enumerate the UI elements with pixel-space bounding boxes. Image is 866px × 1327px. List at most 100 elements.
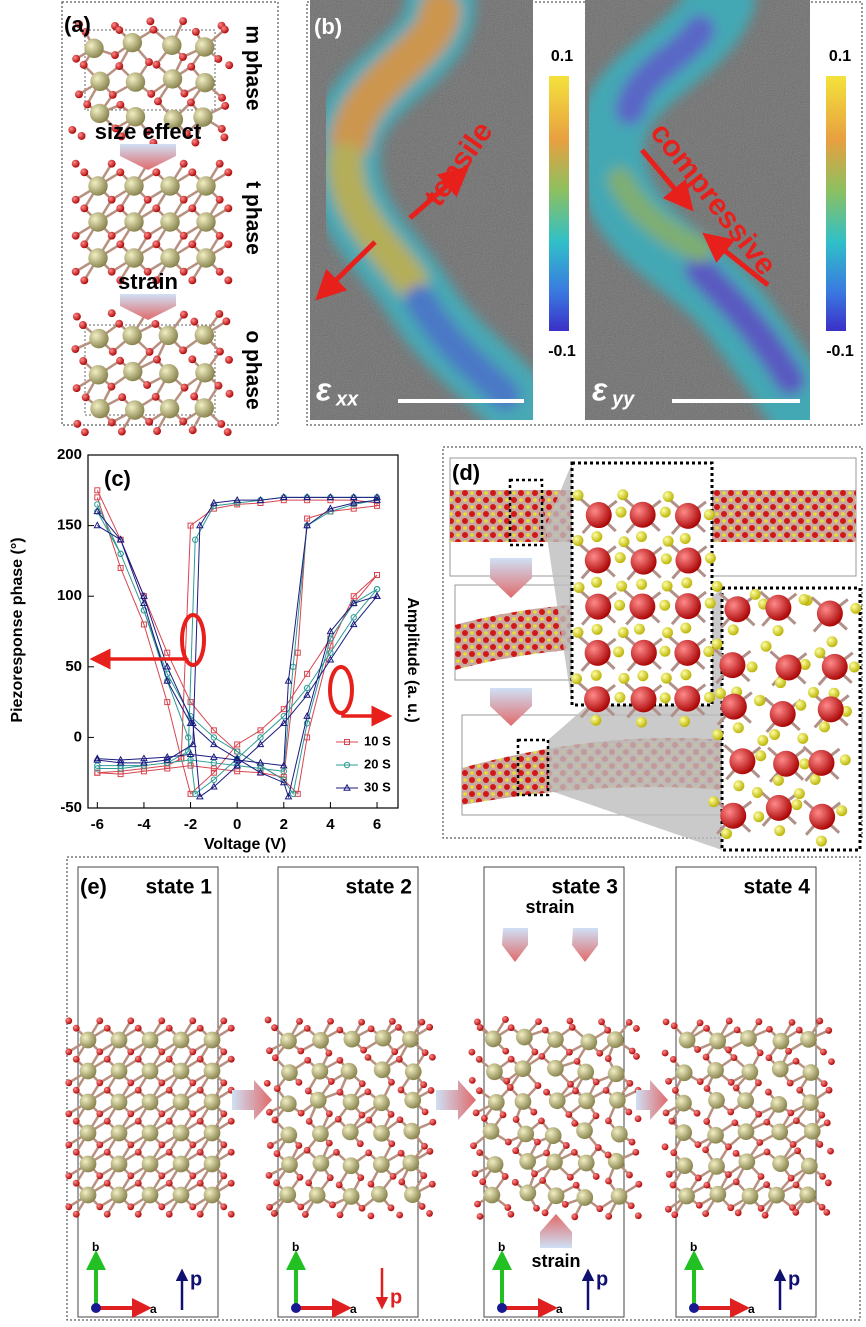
oxygen-atom [732,1149,740,1157]
metal-atom [768,1186,785,1204]
oxygen-atom [733,1026,741,1034]
oxygen-atom [506,1084,514,1091]
oxygen-atom [72,384,81,393]
oxygen-atom [571,673,583,685]
oxygen-atom [108,90,117,99]
oxygen-atom [107,267,116,276]
oxygen-atom [388,1078,395,1086]
oxygen-atom [566,1173,574,1181]
data-point [117,550,124,558]
metal-atom [607,1065,625,1083]
oxygen-atom [827,1147,834,1155]
amplitude-line [96,490,378,795]
oxygen-atom [772,625,784,637]
data-point [185,734,192,741]
metal-atom [737,1092,754,1109]
oxygen-atom [196,1148,204,1156]
data-point [140,599,148,606]
metal-atom [159,363,179,384]
zoom-box [516,738,550,797]
oxygen-atom [220,1048,228,1056]
oxygen-atom [107,159,116,168]
metal-atom [160,248,180,268]
oxygen-atom [659,506,671,518]
state-title: state 1 [145,876,212,899]
oxygen-atom [732,722,744,734]
oxygen-atom [115,319,124,328]
oxygen-atom [179,195,188,204]
metal-atom [816,600,843,627]
metal-atom [373,1094,390,1112]
oxygen-atom [71,345,80,354]
transition-label: strain [118,269,178,294]
data-point [116,535,125,543]
strain-arrow [640,148,694,212]
oxygen-atom [734,1209,742,1217]
metal-atom [817,696,844,723]
oxygen-atom [694,1141,702,1149]
metal-atom [708,1158,725,1175]
annotation-ellipse [328,665,354,715]
oxygen-atom [143,231,152,240]
data-point [187,522,194,529]
annotation-arrow [341,705,393,727]
oxygen-atom [763,1118,771,1126]
oxygen-atom [708,796,720,808]
metal-atom [771,1123,789,1141]
metal-atom [125,72,146,92]
metal-atom [88,365,109,385]
metal-atom [517,1125,535,1143]
panel-a: (a) m phase t phase o phase size effect … [61,1,279,437]
transition-arrow [120,294,176,320]
metal-atom [141,1186,159,1204]
oxygen-atom [627,1202,635,1210]
panel-label: (c) [104,466,131,491]
oxygen-atom [616,580,628,592]
oxygen-atom [103,1148,111,1156]
oxygen-atom [74,90,83,99]
metal-atom [172,1124,190,1142]
metal-atom [309,1091,327,1109]
oxygen-atom [420,1172,428,1179]
oxygen-atom [221,101,230,110]
oxygen-atom [395,1023,402,1031]
panel-d: (d) [442,446,863,852]
metal-atom [402,1030,419,1048]
oxygen-atom [704,597,716,609]
metal-atom [203,1186,221,1204]
metal-atom [340,1062,358,1080]
metal-atom [514,1093,532,1110]
colorbar-max: 0.1 [829,48,851,65]
metal-atom [280,1032,297,1050]
oxygen-atom [397,1086,405,1094]
metal-atom [194,398,214,418]
oxygen-atom [196,1210,204,1218]
oxygen-atom [336,1088,344,1096]
oxygen-atom [661,1143,669,1151]
data-point [116,758,125,766]
data-point [233,761,242,769]
legend-label: 20 S [364,756,391,771]
oxygen-atom [757,1173,765,1180]
data-point [327,649,334,656]
metal-atom [771,1060,789,1078]
oxygen-atom [711,580,723,592]
axis-label: b [92,1240,99,1254]
metal-atom [674,685,701,712]
oxygen-atom [158,1203,166,1211]
legend-label: 10 S [364,733,391,748]
strain-map [585,0,810,420]
slab [455,605,570,670]
oxygen-atom [71,267,80,276]
oxygen-atom [681,577,693,589]
oxygen-atom [826,636,838,648]
oxygen-atom [531,1048,539,1056]
oxygen-atom [224,168,233,177]
oxygen-atom [823,1208,831,1216]
data-point [303,493,311,501]
data-point [294,790,301,797]
oxygen-atom [107,309,116,318]
oxygen-atom [80,204,89,213]
oxygen-atom [605,1212,613,1220]
metal-atom [404,1186,421,1204]
